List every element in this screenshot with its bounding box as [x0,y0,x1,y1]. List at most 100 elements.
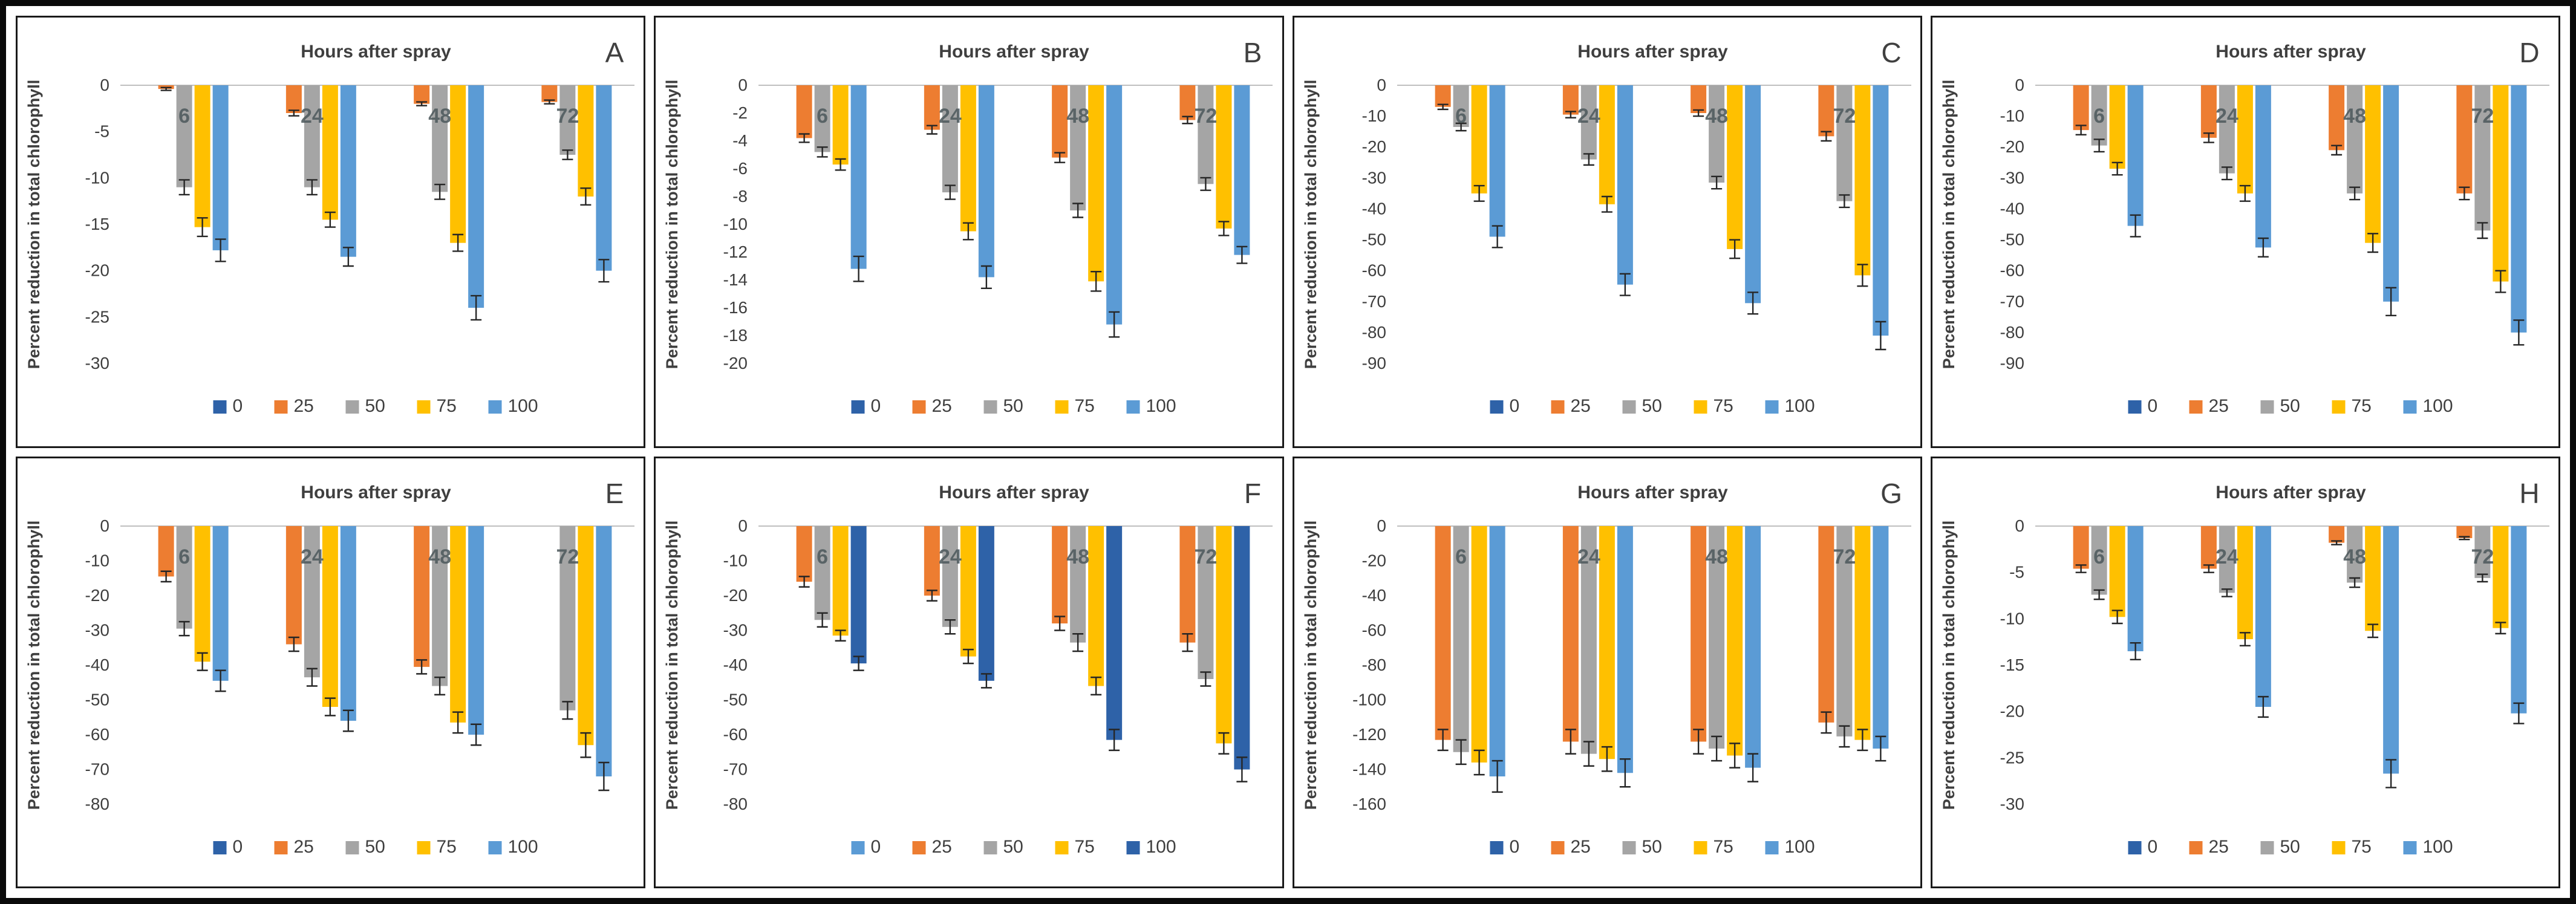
error-bar [580,732,592,758]
legend-label-75: 75 [1713,837,1733,857]
bar-s75-c24 [2237,525,2253,639]
chart-title: Hours after spray [1577,483,1728,502]
bar-s50-c6 [2091,85,2107,146]
chart-svg-G: Hours after spray G Percent reduction in t… [1302,478,1911,857]
legend-swatch-0 [213,841,227,854]
error-bar [306,668,318,687]
bar-s50-c48 [1708,85,1724,183]
bar-s75-c48 [1726,85,1743,249]
error-bar [1455,122,1467,132]
error-bar [2459,535,2470,540]
error-bar [1200,671,1211,687]
category-label: 72 [1195,105,1218,128]
error-bar [853,655,864,671]
y-tick-label: -30 [2000,168,2024,187]
error-bar [2221,166,2232,181]
legend: 0 25 50 75 100 [213,837,538,857]
bar-s25-c48 [2328,85,2344,151]
y-tick-label: -30 [85,620,109,639]
error-bar [452,711,464,733]
legend-label-100: 100 [2422,837,2453,857]
chart-panel-H: Hours after spray H Percent reduction in t… [1930,456,2560,888]
y-tick-label: -80 [723,795,748,813]
bar-s100-c72 [2511,85,2527,333]
y-tick-label: -25 [85,307,109,326]
error-bar [1729,742,1740,769]
y-tick-label: -20 [723,354,748,372]
bar-s100-c24 [2255,85,2271,248]
chart-svg-H: Hours after spray H Percent reduction in t… [1940,478,2549,857]
legend-label-25: 25 [1570,396,1590,416]
bar-s25-c24 [285,85,302,113]
y-tick-label: -40 [1361,199,1386,218]
error-bar [835,158,846,171]
legend-label-100: 100 [508,396,538,416]
chart-panel-G: Hours after spray G Percent reduction in t… [1292,456,1922,888]
error-bar [1838,194,1850,209]
bar-s100-c72 [596,85,612,271]
error-bar [945,619,956,634]
y-tick-label: -50 [2000,230,2024,249]
category-label: 48 [2343,105,2366,128]
y-axis-label: Percent reduction in total chlorophyll [1940,80,1958,369]
legend-swatch-50 [1622,400,1635,414]
bar-s75-c6 [832,85,849,165]
bar-s50-c24 [304,85,320,187]
bar-s50-c72 [1198,525,1214,679]
category-label: 6 [1455,105,1467,128]
legend: 0 25 50 75 100 [1490,837,1815,857]
error-bar [2349,186,2360,201]
legend: 0 25 50 75 100 [851,837,1176,857]
error-bar [2203,564,2214,573]
error-bar [2367,233,2378,253]
error-bar [2257,237,2269,258]
y-tick-label: -50 [1361,230,1386,249]
category-label: 6 [817,545,828,568]
y-tick-label: -90 [2000,354,2024,372]
y-tick-label: 0 [1377,516,1386,535]
error-bar [598,761,610,791]
y-tick-label: 0 [2015,516,2024,535]
category-label: 24 [301,105,324,128]
error-bar [1565,728,1576,755]
bar-s25-c48 [1052,525,1068,623]
error-bar [2385,758,2396,789]
error-bar [197,217,208,238]
category-label: 48 [1066,545,1089,568]
chart-panel-A: Hours after spray A Percent reduction in t… [16,16,646,448]
error-bar [1692,109,1704,117]
error-bar [1182,115,1193,125]
bar-s25-c72 [541,85,558,102]
chart-panel-D: Hours after spray D Percent reduction in t… [1930,16,2560,448]
error-bar [452,233,464,252]
y-tick-label: -60 [1361,620,1386,639]
bar-s100-c72 [2511,525,2527,714]
legend-label-50: 50 [1003,396,1023,416]
error-bar [1874,320,1886,351]
bar-s50-c6 [176,85,192,187]
y-axis-label: Percent reduction in total chlorophyll [1302,520,1320,810]
category-label: 6 [178,545,190,568]
category-label: 6 [2093,105,2105,128]
chart-panel-F: Hours after spray F Percent reduction in t… [654,456,1284,888]
y-tick-label: -80 [85,795,109,813]
bar-s50-c6 [814,85,830,152]
legend: 0 25 50 75 100 [851,396,1176,416]
bar-s75-c72 [2493,525,2509,628]
legend-swatch-0 [1490,841,1503,854]
error-bar [1601,746,1612,772]
bar-s100-c48 [1106,525,1123,740]
bar-s25-c72 [2456,85,2473,193]
error-bar [1109,311,1120,338]
error-bar [1856,264,1868,287]
legend-swatch-0 [1490,400,1503,414]
legend-swatch-50 [2260,400,2274,414]
legend-label-75: 75 [2351,837,2371,857]
panel-letter: D [2519,37,2539,68]
category-label: 24 [2216,105,2239,128]
legend-label-50: 50 [2280,396,2300,416]
error-bar [1218,221,1230,236]
error-bar [562,700,573,720]
category-label: 24 [1577,105,1600,128]
legend-swatch-75 [2332,400,2346,414]
